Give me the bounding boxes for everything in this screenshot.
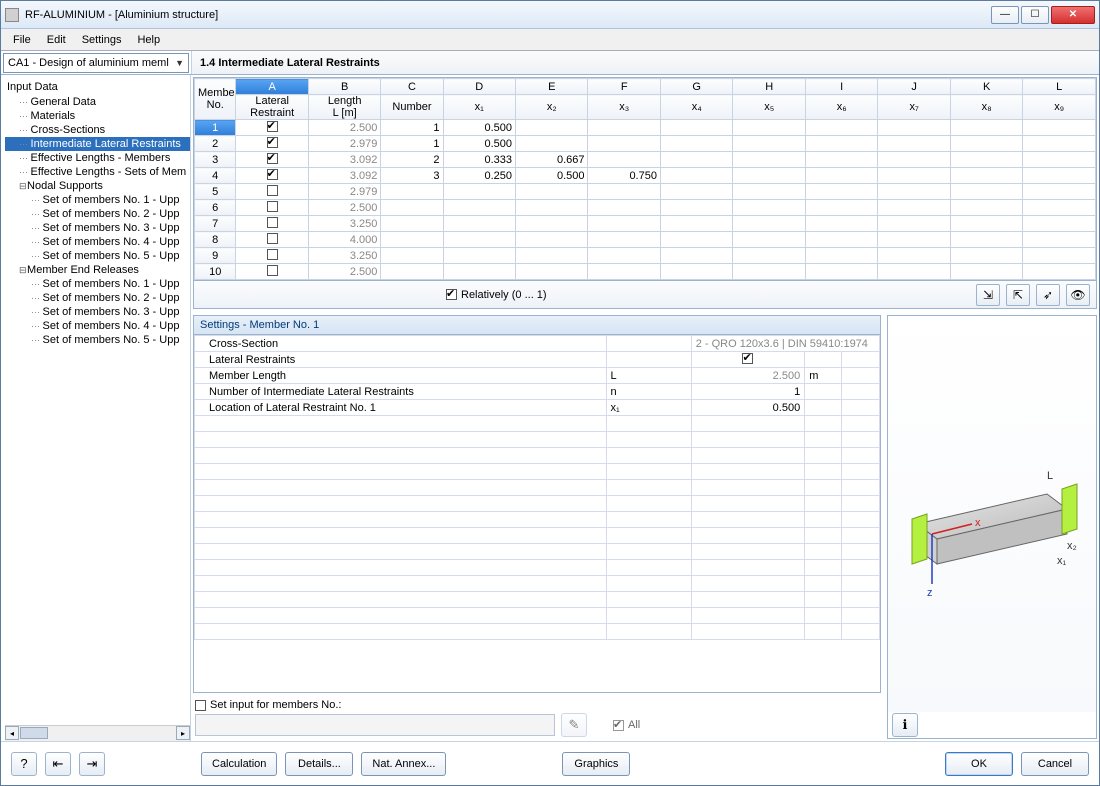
menubar: File Edit Settings Help (1, 29, 1099, 51)
nav-tree[interactable]: Input Data General DataMaterialsCross-Se… (1, 75, 191, 741)
tree-root[interactable]: Input Data (5, 79, 190, 95)
tree-item[interactable]: Cross-Sections (5, 123, 190, 137)
tree-item[interactable]: Intermediate Lateral Restraints (5, 137, 190, 151)
settings-panel: Settings - Member No. 1 Cross-Section2 -… (193, 315, 881, 739)
menu-help[interactable]: Help (131, 32, 166, 48)
calculation-button[interactable]: Calculation (201, 752, 277, 776)
scroll-right-icon[interactable]: ▸ (176, 726, 190, 740)
titlebar: RF-ALUMINIUM - [Aluminium structure] — ☐… (1, 1, 1099, 29)
settings-grid[interactable]: Cross-Section2 - QRO 120x3.6 | DIN 59410… (193, 334, 881, 693)
page-title: 1.4 Intermediate Lateral Restraints (191, 51, 1099, 74)
tree-item[interactable]: Set of members No. 5 - Upp (5, 333, 190, 347)
menu-file[interactable]: File (7, 32, 37, 48)
all-checkbox[interactable]: All (613, 719, 640, 731)
scroll-left-icon[interactable]: ◂ (5, 726, 19, 740)
pick-members-button[interactable]: ✎ (561, 713, 587, 737)
svg-text:x: x (975, 517, 981, 529)
relatively-checkbox[interactable]: Relatively (0 ... 1) (446, 289, 547, 301)
scroll-thumb[interactable] (20, 727, 48, 739)
info-button[interactable]: ℹ (892, 713, 918, 737)
preview-panel: x z L x₁ x₂ ℹ (887, 315, 1097, 739)
tool-view-icon[interactable]: 👁 (1066, 284, 1090, 306)
close-button[interactable]: ✕ (1051, 6, 1095, 24)
svg-text:z: z (927, 587, 933, 599)
tree-item[interactable]: Set of members No. 3 - Upp (5, 305, 190, 319)
help-button[interactable]: ? (11, 752, 37, 776)
cancel-button[interactable]: Cancel (1021, 752, 1089, 776)
tree-item[interactable]: Effective Lengths - Members (5, 151, 190, 165)
tool-export-icon[interactable]: ⇲ (976, 284, 1000, 306)
settings-area: Settings - Member No. 1 Cross-Section2 -… (193, 315, 1097, 739)
top-strip: CA1 - Design of aluminium meml ▼ 1.4 Int… (1, 51, 1099, 75)
set-input-checkbox[interactable]: Set input for members No.: (195, 699, 341, 711)
prev-button[interactable]: ⇤ (45, 752, 71, 776)
set-input-controls: ✎ All (193, 713, 881, 739)
beam-diagram-icon: x z L x₁ x₂ (897, 424, 1087, 604)
tree-item[interactable]: Member End Releases (5, 263, 190, 277)
set-input-label: Set input for members No.: (210, 699, 341, 711)
relatively-label: Relatively (0 ... 1) (461, 289, 547, 301)
footer: ? ⇤ ⇥ Calculation Details... Nat. Annex.… (1, 741, 1099, 785)
tool-pick-icon[interactable]: ➶ (1036, 284, 1060, 306)
tree-item[interactable]: Effective Lengths - Sets of Mem (5, 165, 190, 179)
window-buttons: — ☐ ✕ (991, 6, 1095, 24)
preview-toolbar: ℹ (888, 712, 1096, 738)
tree-item[interactable]: Nodal Supports (5, 179, 190, 193)
window-title: RF-ALUMINIUM - [Aluminium structure] (25, 9, 991, 21)
case-combobox[interactable]: CA1 - Design of aluminium meml ▼ (3, 53, 189, 73)
svg-text:x₂: x₂ (1067, 540, 1077, 552)
preview-canvas: x z L x₁ x₂ (888, 316, 1096, 712)
tree-item[interactable]: Set of members No. 3 - Upp (5, 221, 190, 235)
restraints-grid[interactable]: MemberNo.ABCDEFGHIJKLLateralRestraintLen… (193, 77, 1097, 281)
menu-settings[interactable]: Settings (76, 32, 128, 48)
next-button[interactable]: ⇥ (79, 752, 105, 776)
menu-edit[interactable]: Edit (41, 32, 72, 48)
svg-text:L: L (1047, 470, 1053, 482)
grid-toolbar: Relatively (0 ... 1) ⇲ ⇱ ➶ 👁 (193, 281, 1097, 309)
dropdown-arrow-icon: ▼ (175, 58, 184, 68)
tree-item[interactable]: Set of members No. 2 - Upp (5, 207, 190, 221)
main-panel: MemberNo.ABCDEFGHIJKLLateralRestraintLen… (191, 75, 1099, 741)
checkbox-icon (613, 720, 624, 731)
nat-annex-button[interactable]: Nat. Annex... (361, 752, 446, 776)
tree-item[interactable]: Set of members No. 1 - Upp (5, 193, 190, 207)
app-window: RF-ALUMINIUM - [Aluminium structure] — ☐… (0, 0, 1100, 786)
tree-hscroll[interactable]: ◂ ▸ (5, 725, 190, 741)
tree-item[interactable]: Set of members No. 2 - Upp (5, 291, 190, 305)
set-input-row: Set input for members No.: (193, 693, 881, 713)
ok-button[interactable]: OK (945, 752, 1013, 776)
tree-item[interactable]: Set of members No. 4 - Upp (5, 235, 190, 249)
tree-item[interactable]: Materials (5, 109, 190, 123)
tree-item[interactable]: General Data (5, 95, 190, 109)
graphics-button[interactable]: Graphics (562, 752, 630, 776)
settings-title: Settings - Member No. 1 (193, 315, 881, 334)
details-button[interactable]: Details... (285, 752, 353, 776)
tree-item[interactable]: Set of members No. 4 - Upp (5, 319, 190, 333)
body: Input Data General DataMaterialsCross-Se… (1, 75, 1099, 741)
all-label: All (628, 719, 640, 731)
checkbox-icon (195, 700, 206, 711)
tree-item[interactable]: Set of members No. 5 - Upp (5, 249, 190, 263)
minimize-button[interactable]: — (991, 6, 1019, 24)
checkbox-icon (446, 289, 457, 300)
app-icon (5, 8, 19, 22)
tree-item[interactable]: Set of members No. 1 - Upp (5, 277, 190, 291)
tool-import-icon[interactable]: ⇱ (1006, 284, 1030, 306)
set-input-field[interactable] (195, 714, 555, 736)
maximize-button[interactable]: ☐ (1021, 6, 1049, 24)
case-combobox-value: CA1 - Design of aluminium meml (8, 57, 169, 69)
svg-text:x₁: x₁ (1057, 555, 1067, 567)
